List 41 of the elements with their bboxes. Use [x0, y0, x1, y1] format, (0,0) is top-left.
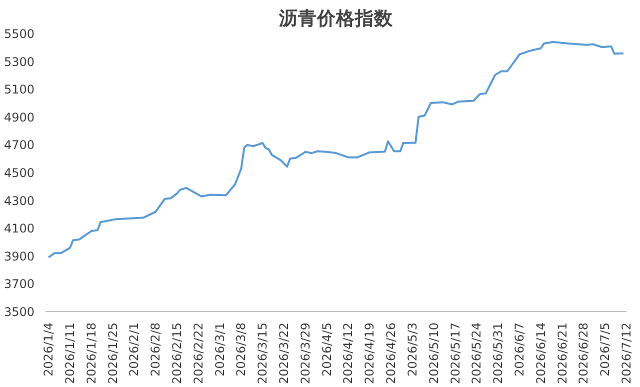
x-tick-label: 2026/5/24	[470, 322, 484, 384]
x-tick-label: 2026/2/22	[191, 322, 206, 384]
x-tick-label: 2026/7/12	[620, 322, 634, 384]
y-tick-label: 3900	[4, 249, 35, 264]
y-tick-label: 3500	[4, 305, 35, 319]
x-tick-label: 2026/7/5	[598, 322, 612, 376]
x-tick-label: 2026/1/11	[62, 322, 77, 384]
y-tick-label: 4100	[4, 222, 35, 236]
x-tick-label: 2026/6/14	[534, 322, 548, 384]
x-tick-label: 2026/3/1	[212, 322, 227, 376]
x-tick-label: 2026/5/3	[405, 322, 420, 376]
y-tick-label: 5300	[4, 54, 35, 69]
y-tick-label: 5100	[4, 82, 35, 97]
x-tick-label: 2026/6/28	[576, 322, 591, 384]
x-tick-label: 2026/1/18	[84, 322, 98, 384]
y-tick-label: 4500	[4, 166, 35, 180]
x-tick-label: 2026/2/8	[148, 322, 163, 376]
x-tick-label: 2026/2/15	[170, 322, 184, 384]
y-tick-label: 3700	[4, 277, 35, 292]
y-tick-label: 4300	[4, 194, 35, 208]
x-tick-label: 2026/5/31	[491, 322, 506, 384]
x-tick-label: 2026/2/1	[127, 322, 142, 376]
x-tick-label: 2026/6/7	[512, 322, 526, 376]
chart-title: 沥青价格指数	[278, 8, 394, 28]
x-tick-label: 2026/6/21	[555, 322, 570, 384]
x-tick-label: 2026/5/17	[448, 322, 462, 384]
x-tick-label: 2026/4/19	[362, 322, 377, 384]
line-series	[48, 40, 624, 258]
y-tick-label: 4700	[4, 138, 35, 152]
x-tick-label: 2026/4/12	[341, 322, 356, 384]
x-tick-label: 2026/1/25	[106, 322, 120, 384]
x-tick-label: 2026/3/29	[298, 322, 312, 384]
x-tick-label: 2026/3/8	[234, 322, 248, 376]
y-tick-label: 4900	[4, 110, 35, 124]
x-tick-label: 2026/4/26	[384, 322, 398, 384]
x-tick-label: 2026/3/22	[277, 322, 292, 384]
x-tick-label: 2026/4/5	[320, 322, 334, 376]
x-tick-label: 2026/5/10	[426, 322, 441, 384]
x-tick-label: 2026/3/15	[256, 322, 270, 384]
x-tick-label: 2026/1/4	[42, 322, 56, 376]
y-tick-label: 5500	[4, 27, 35, 41]
